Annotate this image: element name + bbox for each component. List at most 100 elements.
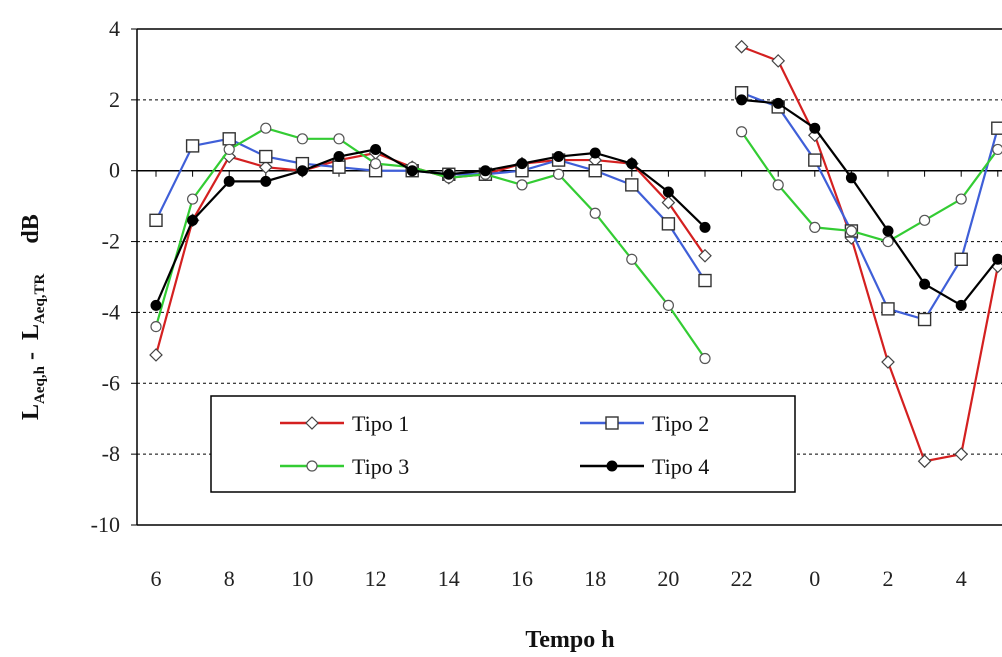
series-group [149, 39, 1002, 469]
data-point [661, 217, 676, 231]
data-point [187, 193, 199, 205]
series-line [741, 91, 999, 321]
y-tick-label: 4 [109, 16, 120, 41]
data-point [699, 221, 711, 233]
data-point [516, 158, 528, 170]
data-point [406, 165, 418, 177]
data-point [589, 147, 601, 159]
data-point [259, 149, 273, 164]
series-line [740, 131, 999, 243]
series-line [741, 45, 999, 463]
legend-label: Tipo 2 [652, 411, 709, 436]
data-point [223, 143, 235, 156]
data-point [305, 416, 319, 430]
data-point [735, 126, 748, 138]
data-point [333, 133, 345, 145]
data-point [606, 460, 618, 472]
y-tick-label: -2 [102, 229, 120, 254]
legend-item: Tipo 1 [280, 411, 409, 436]
legend-item: Tipo 2 [580, 411, 709, 436]
x-tick-label: 14 [438, 566, 460, 591]
data-point [150, 299, 162, 311]
data-point [698, 273, 712, 288]
y-axis-title: LAeq,h - LAeq,TRdB [18, 214, 48, 420]
data-point [772, 179, 784, 191]
y-axis-title-sub-1: Aeq,h [32, 365, 48, 404]
legend-label: Tipo 1 [352, 411, 409, 436]
data-point [553, 151, 565, 163]
data-point [772, 97, 784, 109]
legend-label: Tipo 4 [652, 454, 709, 479]
data-point [149, 348, 163, 362]
data-point [661, 195, 676, 210]
y-axis-title-main-2: L [18, 324, 44, 340]
svg-text:LAeq,h - LAeq,TRdB: LAeq,h - LAeq,TRdB [18, 214, 48, 420]
x-tick-label: 4 [956, 566, 967, 591]
data-point [992, 253, 1002, 265]
grid-lines [137, 99, 1002, 455]
data-point [917, 312, 932, 327]
data-point [332, 160, 346, 174]
data-point [736, 94, 748, 106]
y-tick-label: -6 [102, 370, 120, 395]
series-tipo-2 [149, 86, 1002, 327]
data-point [296, 133, 308, 145]
y-axis-title-unit: dB [18, 214, 44, 243]
data-point [955, 299, 967, 311]
data-point [882, 225, 894, 237]
data-point [626, 253, 638, 265]
y-axis-title-dash: - [18, 346, 44, 366]
y-tick-label: -4 [102, 299, 120, 324]
x-tick-label: 6 [151, 566, 162, 591]
data-point [771, 54, 786, 68]
x-tick-label: 18 [584, 566, 606, 591]
y-tick-label: -8 [102, 441, 120, 466]
y-axis-title-sub-2: Aeq,TR [32, 273, 48, 324]
axes [136, 28, 1002, 526]
x-tick-label: 10 [291, 566, 313, 591]
data-point [588, 164, 602, 178]
data-point [917, 454, 932, 469]
data-point [992, 143, 1002, 156]
data-point [919, 278, 931, 290]
data-point [149, 213, 163, 228]
series-tipo-4 [150, 94, 1002, 311]
legend-item: Tipo 3 [280, 454, 409, 479]
y-tick-label: -10 [91, 512, 120, 537]
data-point [845, 225, 858, 237]
data-point [699, 352, 711, 365]
data-point [845, 172, 857, 184]
data-point [918, 214, 931, 226]
data-point [954, 252, 968, 266]
data-point [223, 175, 235, 187]
data-point [260, 122, 272, 134]
data-point [991, 121, 1002, 135]
data-point [625, 178, 639, 192]
data-point [187, 214, 199, 226]
data-point [222, 132, 236, 146]
data-point [954, 447, 969, 461]
data-point [589, 207, 601, 219]
data-point [150, 321, 162, 333]
data-point [809, 122, 821, 134]
x-tick-label: 8 [224, 566, 235, 591]
x-tick-label: 22 [731, 566, 753, 591]
data-point [296, 165, 308, 177]
legend-box [210, 395, 796, 493]
x-tick-labels: 6 8 10 12 14 16 18 20 22 0 2 4 [151, 566, 967, 591]
y-tick-label: 2 [109, 87, 120, 112]
legend-label: Tipo 3 [352, 454, 409, 479]
x-tick-label: 16 [511, 566, 533, 591]
data-point [258, 160, 273, 175]
data-point [516, 179, 528, 191]
data-point [260, 175, 272, 187]
series-line [154, 151, 706, 356]
data-point [734, 39, 749, 54]
data-point [306, 460, 318, 472]
y-axis-title-main-1: L [18, 404, 44, 420]
data-point [626, 158, 638, 170]
data-point [881, 302, 895, 316]
x-tick-label: 0 [809, 566, 820, 591]
data-point [479, 165, 491, 177]
